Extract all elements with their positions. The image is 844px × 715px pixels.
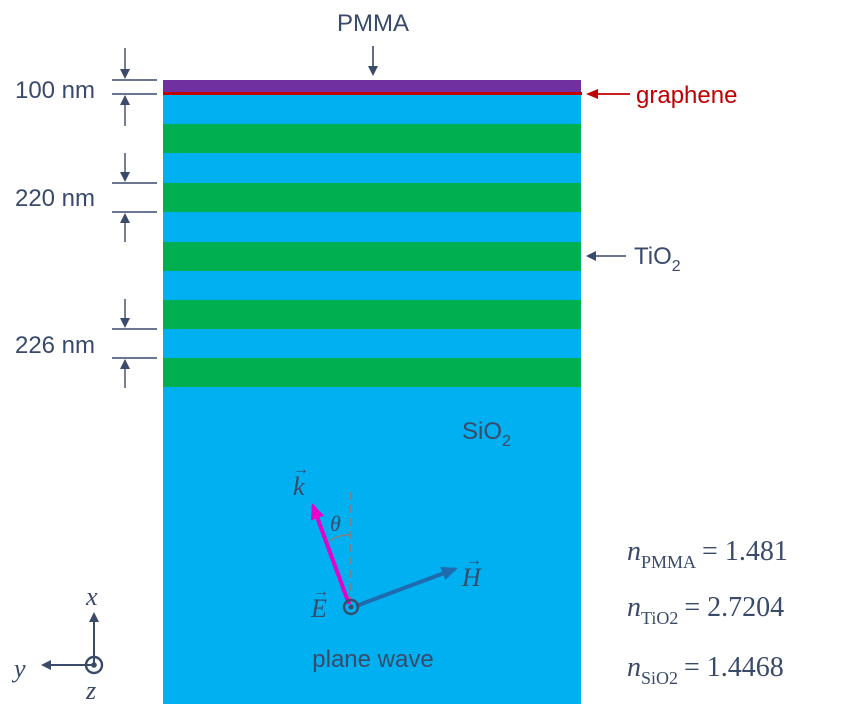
- h-vector-label: H →: [461, 552, 482, 592]
- e-vector-out-of-plane-icon: [342, 598, 360, 616]
- svg-text:→: →: [313, 583, 329, 600]
- dimension-226nm-label: 226 nm: [15, 332, 95, 359]
- dimension-220nm-label: 220 nm: [15, 185, 95, 212]
- z-axis-out-of-plane-icon: [84, 655, 104, 675]
- tio2-layer-3: [163, 242, 581, 271]
- dimension-220nm: 220 nm: [15, 153, 157, 242]
- k-vector-label: k →: [293, 461, 309, 501]
- sio2-label: SiO2: [462, 418, 511, 450]
- dimension-100nm: 100 nm: [15, 48, 157, 126]
- tio2-layer-1: [163, 124, 581, 153]
- svg-text:→: →: [293, 461, 309, 478]
- svg-text:→: →: [466, 552, 482, 569]
- tio2-label: TiO2: [634, 243, 681, 275]
- refractive-index-sio2: nSiO2 = 1.4468: [627, 652, 784, 688]
- theta-label: θ: [330, 511, 341, 536]
- tio2-layer-5: [163, 358, 581, 387]
- tio2-layer-2: [163, 183, 581, 212]
- z-axis-label: z: [85, 676, 96, 705]
- svg-text:nSiO2= 1.4468: nSiO2 = 1.4468: [627, 652, 784, 688]
- dimension-100nm-label: 100 nm: [15, 77, 95, 104]
- coordinate-axes: x y z: [11, 582, 104, 705]
- theta-arc: [328, 534, 351, 542]
- pmma-layer: [163, 80, 581, 94]
- pmma-label: PMMA: [337, 10, 409, 37]
- e-vector-label: E →: [310, 583, 329, 623]
- svg-text:nTiO2= 2.7204: nTiO2 = 2.7204: [627, 592, 784, 628]
- refractive-index-tio2: nTiO2 = 2.7204: [627, 592, 784, 628]
- svg-text:k: k: [293, 472, 305, 501]
- plane-wave-label: plane wave: [312, 646, 433, 673]
- x-axis-label: x: [85, 582, 98, 611]
- refractive-index-pmma: nPMMA = 1.481: [627, 536, 788, 572]
- k-vector-arrow: [310, 503, 351, 605]
- dimension-226nm: 226 nm: [15, 299, 157, 388]
- graphene-label: graphene: [636, 82, 737, 109]
- h-vector-arrow: [355, 566, 458, 608]
- tio2-layer-4: [163, 300, 581, 329]
- y-axis-label: y: [11, 654, 26, 683]
- svg-text:nPMMA= 1.481: nPMMA = 1.481: [627, 536, 788, 572]
- svg-text:E: E: [310, 594, 327, 623]
- e-vector-dot: [348, 604, 354, 610]
- svg-text:H: H: [461, 563, 482, 592]
